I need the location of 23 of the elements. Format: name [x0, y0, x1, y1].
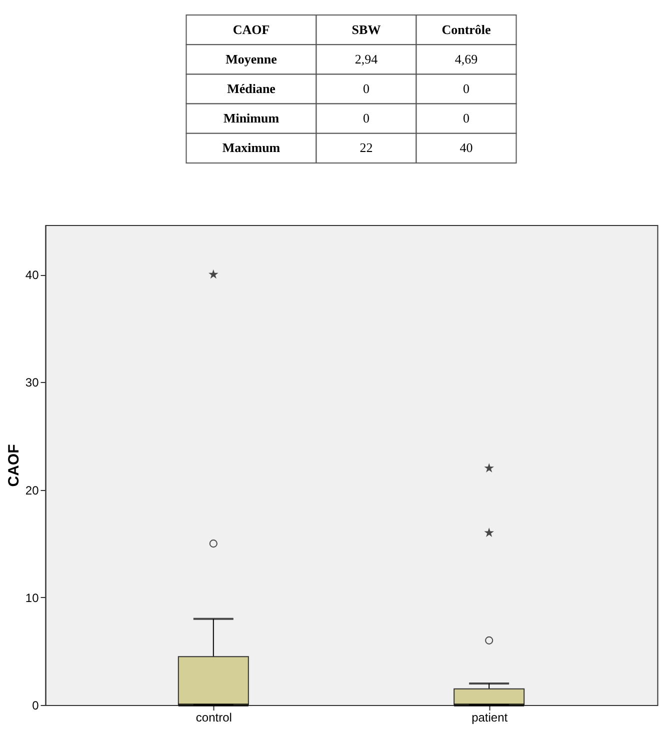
category-label: SBW: [352, 22, 381, 37]
y-axis-title: CAOF: [5, 444, 22, 487]
text: CAOF: [232, 22, 270, 37]
x-tick-label: patient: [472, 710, 508, 724]
x-tick-label: control: [196, 710, 232, 724]
text: 40: [460, 140, 473, 156]
text: 0: [463, 110, 470, 126]
y-tick-label: 10: [25, 590, 40, 605]
category-label: Minimum: [223, 110, 280, 126]
y-tick-label: 40: [25, 268, 40, 282]
text: 22: [360, 140, 373, 156]
text: 4,69: [454, 51, 478, 66]
category-label: Contrôle: [442, 22, 492, 37]
text: 2,94: [354, 51, 378, 66]
category-label: Médiane: [227, 81, 276, 96]
category-label: Maximum: [222, 140, 280, 156]
text: 0: [363, 110, 370, 126]
y-tick-label: 20: [25, 483, 40, 498]
text: 0: [463, 81, 470, 96]
text: 0: [363, 81, 370, 96]
y-tick-label: 30: [25, 376, 40, 390]
category-label: Moyenne: [226, 51, 277, 66]
y-tick-label: 0: [32, 698, 40, 712]
